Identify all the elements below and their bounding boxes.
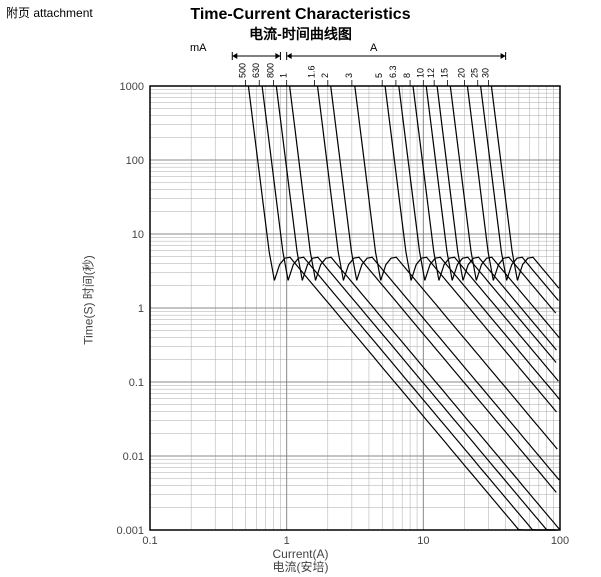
svg-text:12: 12 bbox=[426, 68, 436, 78]
svg-text:1: 1 bbox=[138, 303, 144, 315]
svg-text:0.01: 0.01 bbox=[123, 451, 144, 463]
svg-text:0.1: 0.1 bbox=[129, 377, 144, 389]
svg-text:1: 1 bbox=[284, 535, 290, 547]
svg-text:100: 100 bbox=[126, 155, 144, 167]
svg-text:10: 10 bbox=[132, 229, 144, 241]
svg-text:630: 630 bbox=[251, 63, 261, 78]
svg-text:1: 1 bbox=[279, 73, 289, 78]
svg-text:15: 15 bbox=[439, 68, 449, 78]
svg-text:800: 800 bbox=[265, 63, 275, 78]
svg-text:500: 500 bbox=[238, 63, 248, 78]
svg-text:10: 10 bbox=[417, 535, 429, 547]
svg-text:5: 5 bbox=[374, 73, 384, 78]
svg-text:1.6: 1.6 bbox=[307, 65, 317, 78]
svg-text:25: 25 bbox=[470, 68, 480, 78]
svg-text:10: 10 bbox=[415, 68, 425, 78]
svg-text:0.1: 0.1 bbox=[142, 535, 157, 547]
svg-text:0.001: 0.001 bbox=[116, 525, 144, 537]
svg-text:1000: 1000 bbox=[120, 81, 144, 93]
svg-text:6.3: 6.3 bbox=[388, 65, 398, 78]
svg-text:20: 20 bbox=[456, 68, 466, 78]
svg-text:3: 3 bbox=[344, 73, 354, 78]
svg-text:30: 30 bbox=[481, 68, 491, 78]
svg-text:2: 2 bbox=[320, 73, 330, 78]
svg-text:100: 100 bbox=[551, 535, 569, 547]
time-current-chart: 0.1 1 10 100 0.001 0.01 0.1 1 10 100 1000 500630 800… bbox=[0, 0, 601, 577]
svg-text:8: 8 bbox=[402, 73, 412, 78]
